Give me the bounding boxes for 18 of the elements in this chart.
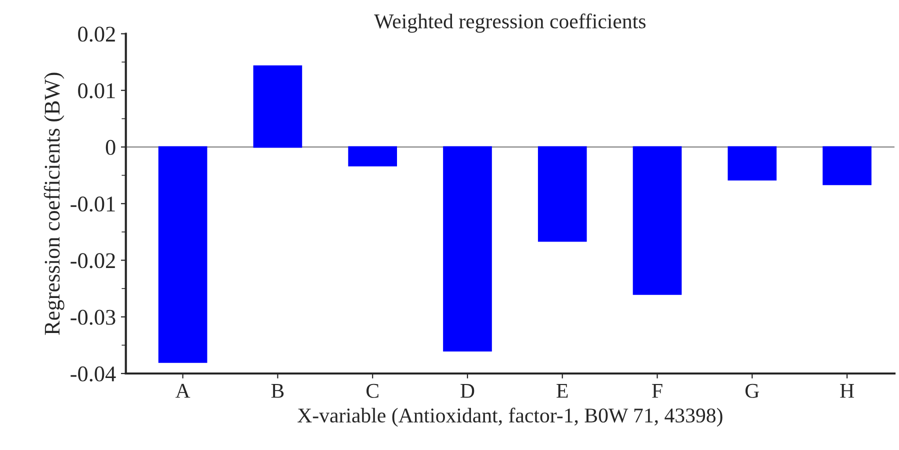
x-tick-label: D (460, 384, 474, 398)
x-tick-label: A (175, 384, 190, 398)
y-tick-label: -0.04 (70, 366, 116, 382)
y-axis-title: Regression coefficients (BW) (44, 72, 64, 335)
x-tick-label: H (840, 384, 854, 398)
y-tick-label: -0.02 (70, 253, 115, 268)
x-tick-label: B (271, 384, 284, 398)
y-tick-label: 0.01 (78, 83, 115, 98)
y-tick-label: -0.03 (70, 310, 116, 325)
x-axis-title: X-variable (Antioxidant, factor-1, B0W 71, 43398) (298, 408, 722, 427)
x-tick-label: F (652, 384, 662, 398)
chart-title: Weighted regression coefficients (374, 14, 646, 33)
y-tick-label: -0.01 (70, 196, 115, 212)
y-tick-label: 0.02 (78, 26, 115, 42)
x-tick-label: G (745, 384, 760, 398)
x-tick-label: E (556, 384, 568, 398)
x-tick-label: C (366, 384, 378, 398)
y-tick-label: 0 (106, 140, 116, 155)
